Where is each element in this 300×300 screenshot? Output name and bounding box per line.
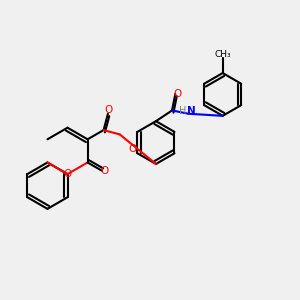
Text: O: O — [174, 89, 182, 99]
Text: O: O — [105, 105, 113, 115]
Text: O: O — [128, 144, 137, 154]
Text: O: O — [100, 166, 108, 176]
Text: N: N — [187, 106, 196, 116]
Text: CH₃: CH₃ — [214, 50, 231, 59]
Text: H: H — [179, 106, 187, 116]
Text: O: O — [63, 169, 72, 179]
